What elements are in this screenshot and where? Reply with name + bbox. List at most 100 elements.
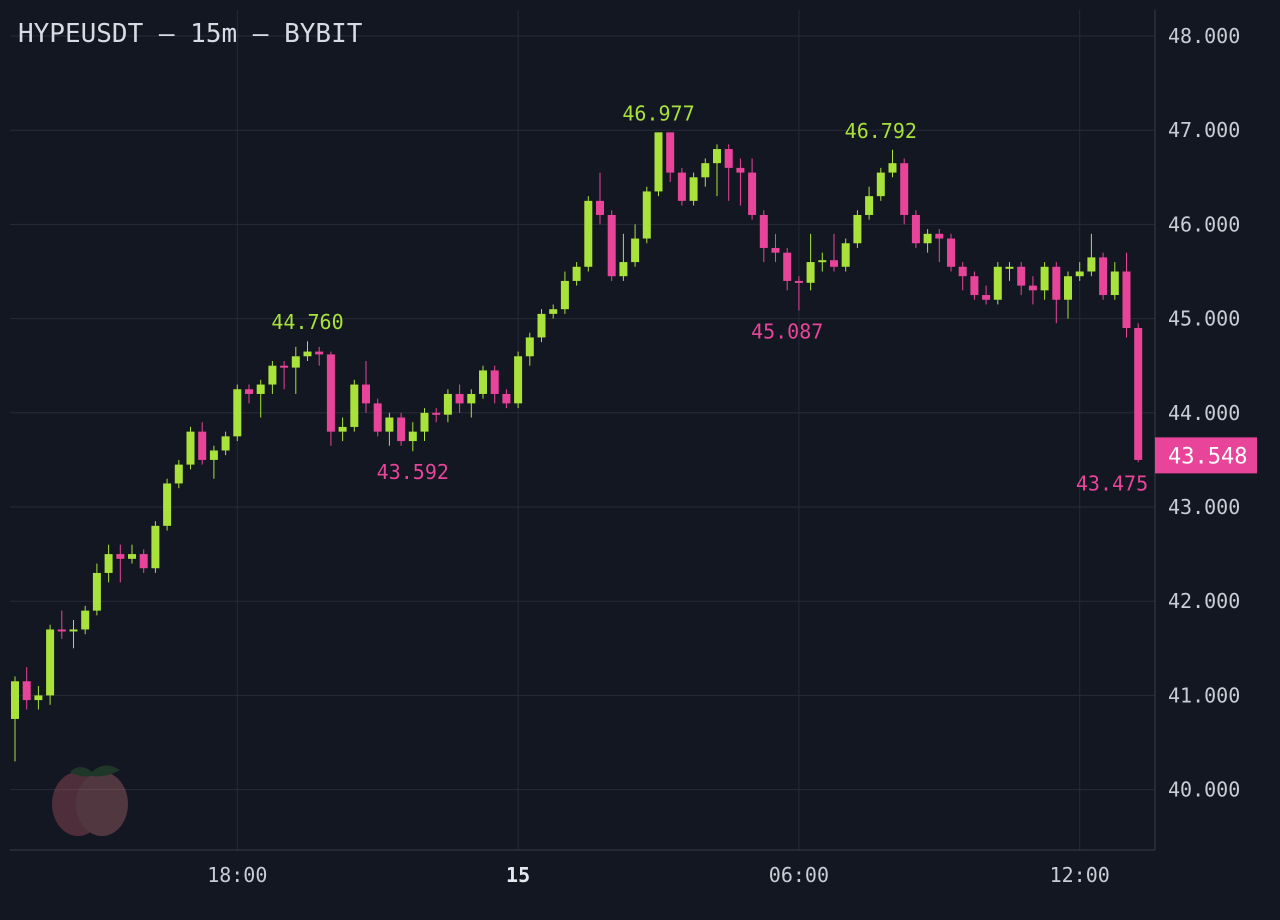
candle-down [455, 384, 464, 413]
candle-up [701, 158, 710, 187]
candle-body [982, 295, 991, 300]
candle-up [689, 172, 698, 206]
candle-down [596, 172, 604, 225]
candle-up [92, 563, 101, 616]
candle-body [443, 393, 452, 415]
candle-up [420, 408, 429, 442]
current-price-bg [1155, 437, 1257, 474]
candle-body [713, 149, 721, 164]
candle-body [455, 393, 464, 404]
candle-up [514, 351, 523, 409]
candle-down [900, 158, 909, 225]
candle-down [502, 389, 511, 409]
candle-body [373, 403, 382, 432]
candle-down [139, 549, 148, 573]
candle-down [1122, 252, 1131, 338]
candle-down [490, 365, 499, 404]
x-tick-label: 18:00 [207, 863, 267, 887]
candle-down [22, 667, 31, 710]
candle-body [128, 554, 136, 559]
candle-body [958, 266, 967, 277]
candle-body [502, 393, 511, 404]
candle-up [443, 389, 452, 423]
y-tick-label: 41.000 [1168, 683, 1240, 707]
candle-up [865, 186, 874, 220]
candle-down [736, 158, 745, 206]
candle-body [116, 554, 125, 559]
candle-body [525, 337, 534, 357]
low-annotation: 43.475 [1076, 471, 1148, 495]
candle-up [631, 224, 640, 267]
x-tick-label: 06:00 [769, 863, 829, 887]
candle-up [888, 149, 897, 178]
candle-up [174, 459, 183, 489]
candle-up [303, 341, 312, 361]
candle-down [1052, 262, 1061, 324]
candle-down [373, 398, 382, 437]
y-tick-label: 47.000 [1168, 118, 1240, 142]
candle-body [642, 191, 651, 239]
candle-down [748, 158, 757, 220]
candle-down [607, 210, 616, 281]
y-tick-label: 45.000 [1168, 307, 1240, 331]
high-annotation: 44.760 [271, 310, 343, 334]
candle-body [631, 238, 640, 263]
candle-body [876, 172, 885, 197]
candle-down [677, 167, 686, 206]
candle-up [467, 389, 476, 418]
candle-body [666, 132, 675, 173]
candle-body [34, 695, 43, 701]
candle-body [256, 384, 265, 394]
candle-down [432, 408, 441, 423]
candle-down [1134, 323, 1143, 463]
candle-body [163, 483, 172, 526]
candle-down [947, 233, 955, 272]
candle-body [900, 163, 909, 215]
candle-body [853, 214, 862, 244]
candle-up [853, 210, 862, 248]
candle-body [350, 384, 359, 427]
candle-body [1075, 271, 1084, 277]
candle-up [1040, 262, 1049, 300]
candle-body [677, 172, 686, 201]
candle-up [560, 271, 569, 314]
y-tick-label: 42.000 [1168, 589, 1240, 613]
candle-body [338, 426, 347, 432]
candle-up [1064, 271, 1072, 319]
candle-body [245, 389, 253, 394]
candle-up [806, 233, 815, 291]
candle-up [11, 676, 19, 762]
candle-up [713, 144, 721, 197]
candle-body [549, 309, 558, 314]
candle-body [514, 356, 523, 404]
candle-down [280, 360, 289, 390]
candle-body [233, 389, 242, 437]
candle-body [748, 172, 757, 215]
candle-body [1040, 266, 1049, 291]
candle-body [209, 450, 218, 460]
low-annotation: 43.592 [377, 460, 449, 484]
candle-down [326, 351, 335, 446]
candle-body [794, 280, 803, 283]
candle-body [783, 252, 792, 281]
candle-up [46, 624, 55, 705]
candle-down [1028, 276, 1037, 305]
candle-body [771, 247, 780, 253]
candle-body [69, 629, 78, 632]
candle-body [1005, 266, 1014, 269]
candle-up [291, 346, 300, 394]
candle-down [982, 285, 991, 305]
candle-up [479, 365, 487, 399]
candle-body [818, 260, 827, 263]
y-tick-label: 43.000 [1168, 495, 1240, 519]
candle-body [81, 610, 90, 630]
candle-down [362, 360, 370, 413]
candle-up [408, 422, 417, 452]
candle-up [338, 417, 347, 442]
candle-body [1052, 266, 1061, 300]
candle-body [408, 431, 417, 442]
candle-body [993, 266, 1002, 300]
candle-up [163, 478, 172, 531]
candle-body [724, 149, 733, 168]
